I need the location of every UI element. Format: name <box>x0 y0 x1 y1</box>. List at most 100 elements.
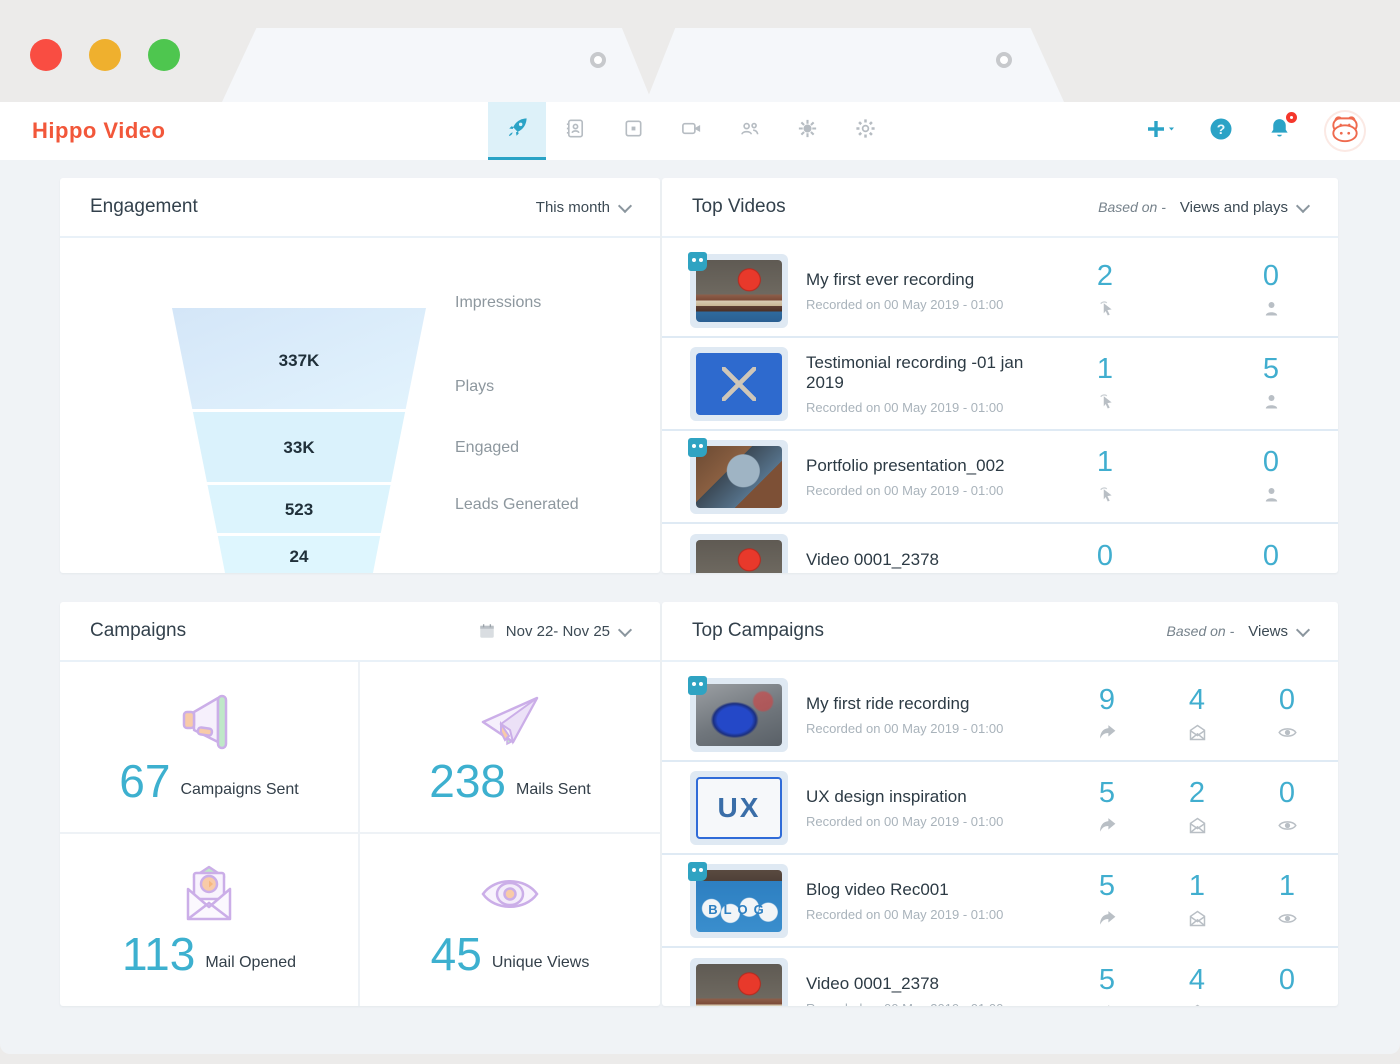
campaign-title: Video 0001_2378 <box>806 973 939 993</box>
campaign-row[interactable]: My first ride recording Recorded on 00 M… <box>662 669 1338 762</box>
hippo-video-logo[interactable]: Hippo Video <box>32 118 166 143</box>
video-title: My first ever recording <box>806 269 975 289</box>
nav-record[interactable] <box>662 102 720 160</box>
nav-contacts[interactable] <box>546 102 604 160</box>
campaign-recorded-date: Recorded on 00 May 2019 - 01:00 <box>806 1001 1082 1007</box>
top-campaigns-basedon-dropdown[interactable]: Based on - Views <box>1167 622 1311 640</box>
share-icon <box>1099 818 1115 832</box>
thumbnail-text: UX <box>717 791 761 823</box>
campaign-stats: 5 2 0 <box>1082 779 1312 836</box>
video-thumbnail[interactable] <box>688 251 788 328</box>
funnel-segment-engaged <box>207 485 391 533</box>
hippo-badge-icon <box>688 437 707 457</box>
nav-settings[interactable] <box>836 102 894 160</box>
eye-icon <box>1277 728 1297 737</box>
browser-tab-1[interactable] <box>222 28 652 102</box>
views-count: 1 <box>1278 870 1296 902</box>
bell-icon <box>1267 116 1292 146</box>
campaign-meta: Blog video Rec001 Recorded on 00 May 201… <box>806 880 1082 922</box>
campaigns-daterange-dropdown[interactable]: Nov 22- Nov 25 <box>478 622 633 640</box>
funnel-value: 523 <box>285 500 313 519</box>
notifications-button[interactable] <box>1267 110 1299 146</box>
nav-library[interactable] <box>604 102 662 160</box>
dashboard-content: Engagement This month <box>0 160 1400 1054</box>
daterange-value: Nov 22- Nov 25 <box>505 622 610 640</box>
campaign-recorded-date: Recorded on 00 May 2019 - 01:00 <box>806 813 1004 829</box>
mail-open-icon <box>1189 724 1205 741</box>
video-stats: 2 0 <box>1064 262 1312 319</box>
mails-sent-value: 238 <box>429 755 507 808</box>
campaign-stats: 5 4 0 <box>1082 966 1312 1006</box>
engagement-period-dropdown[interactable]: This month <box>536 198 633 216</box>
funnel-segment-leads <box>217 536 381 573</box>
funnel-label: Leads Generated <box>455 496 579 513</box>
create-new-button[interactable] <box>1145 117 1175 146</box>
top-videos-panel: Top Videos Based on - Views and plays My… <box>662 178 1338 573</box>
based-on-label: Based on - <box>1098 199 1166 215</box>
viewer-icon <box>1265 395 1277 409</box>
app-header: Hippo Video <box>0 102 1400 160</box>
campaigns-panel: Campaigns Nov 22- Nov 25 <box>60 602 660 1006</box>
video-row[interactable]: My first ever recording Recorded on 00 M… <box>662 245 1338 338</box>
user-avatar[interactable] <box>1326 112 1364 150</box>
video-meta: My first ever recording Recorded on 00 M… <box>806 270 1064 312</box>
campaigns-stats-grid: 67 Campaigns Sent 238 Mails Sent <box>60 662 660 1006</box>
shares-count: 5 <box>1098 777 1116 809</box>
tab-favicon <box>996 52 1012 68</box>
chevron-down-icon <box>617 198 633 213</box>
hippo-avatar-icon <box>1328 112 1362 150</box>
video-row[interactable]: Testimonial recording -01 jan 2019 Recor… <box>662 338 1338 431</box>
video-thumbnail[interactable] <box>688 437 788 514</box>
minimize-window-button[interactable] <box>89 39 121 71</box>
browser-chrome <box>0 0 1400 102</box>
funnel-value: 24 <box>290 547 309 566</box>
unique-views-label: Unique Views <box>491 953 590 971</box>
paper-plane-icon <box>481 697 539 746</box>
unique-views-stat: 45 Unique Views <box>360 834 660 1006</box>
top-campaigns-panel: Top Campaigns Based on - Views My first … <box>662 602 1338 1006</box>
funnel-segment-impressions <box>172 308 426 409</box>
panel-title: Engagement <box>90 196 198 217</box>
video-thumbnail[interactable] <box>690 533 788 573</box>
clicks-icon <box>1099 487 1112 502</box>
video-row[interactable]: Portfolio presentation_002 Recorded on 0… <box>662 431 1338 524</box>
eye-icon <box>1277 1002 1298 1006</box>
maximize-window-button[interactable] <box>148 39 180 71</box>
campaign-row[interactable]: UX UX design inspiration Recorded on 00 … <box>662 762 1338 855</box>
video-thumbnail[interactable] <box>690 346 788 421</box>
campaigns-sent-value: 67 <box>119 755 171 808</box>
clicks-count: 2 <box>1096 260 1114 292</box>
clicks-count: 0 <box>1096 540 1114 572</box>
nav-dashboard[interactable] <box>488 102 546 160</box>
nav-integrations[interactable] <box>778 102 836 160</box>
campaign-row[interactable]: BLOG Blog video Rec001 Recorded on 00 Ma… <box>662 855 1338 948</box>
campaign-thumbnail[interactable]: UX <box>690 770 788 845</box>
engagement-header: Engagement This month <box>60 178 660 238</box>
browser-tab-2[interactable] <box>646 28 1064 102</box>
chevron-down-icon <box>617 622 633 637</box>
hippo-badge-icon <box>688 675 707 695</box>
funnel-value: 337K <box>279 351 320 370</box>
video-title: Video 0001_2378 <box>806 549 939 569</box>
thumbnail-text: BLOG <box>708 902 770 917</box>
shares-count: 5 <box>1098 870 1116 902</box>
campaign-thumbnail[interactable]: BLOG <box>688 861 788 938</box>
campaign-recorded-date: Recorded on 00 May 2019 - 01:00 <box>806 720 1004 736</box>
viewers-count: 0 <box>1262 446 1280 478</box>
question-icon: ? <box>1209 117 1233 146</box>
top-videos-basedon-dropdown[interactable]: Based on - Views and plays <box>1098 198 1311 216</box>
video-row[interactable]: Video 0001_2378 Recorded on 00 May 2019 … <box>662 524 1338 573</box>
mail-opened-label: Mail Opened <box>205 953 297 971</box>
funnel-segment-plays <box>192 412 406 482</box>
campaign-thumbnail[interactable] <box>690 957 788 1006</box>
campaigns-sent-label: Campaigns Sent <box>180 780 299 798</box>
help-button[interactable]: ? <box>1209 117 1233 146</box>
nav-teams[interactable] <box>720 102 778 160</box>
campaign-row[interactable]: Video 0001_2378 Recorded on 00 May 2019 … <box>662 948 1338 1006</box>
mail-open-icon <box>1189 817 1205 834</box>
engagement-funnel-chart: 337K 33K 523 24 <box>172 308 426 573</box>
close-window-button[interactable] <box>30 39 62 71</box>
basedon-value: Views and plays <box>1179 198 1288 216</box>
campaign-thumbnail[interactable] <box>688 675 788 752</box>
